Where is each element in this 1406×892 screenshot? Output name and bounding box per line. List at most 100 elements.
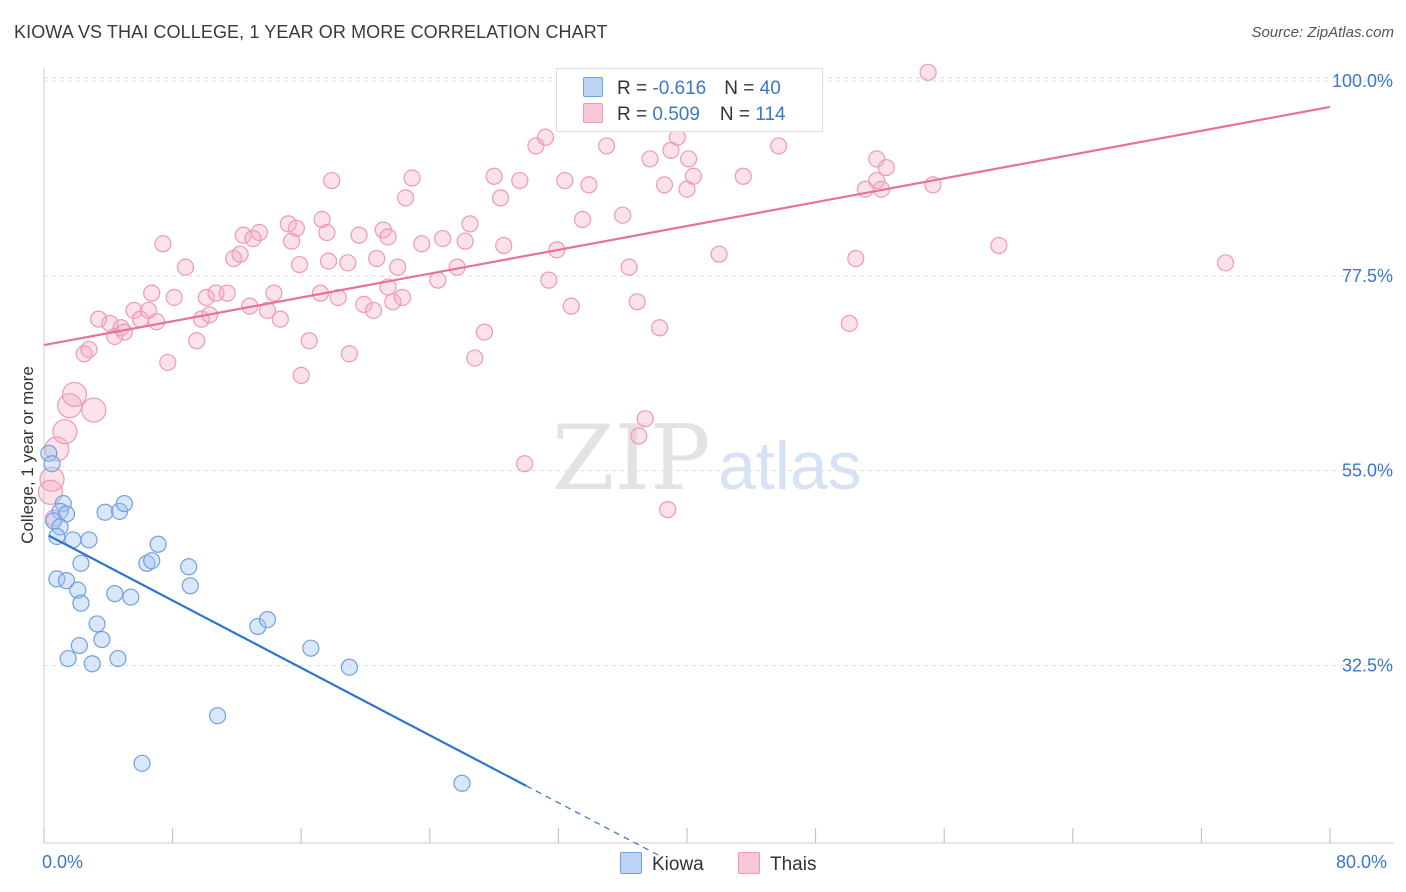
- thais-point: [165, 288, 183, 307]
- thais-point: [218, 284, 236, 302]
- kiowa-point: [340, 658, 359, 676]
- thais-point: [318, 223, 336, 242]
- thais-point: [292, 366, 310, 385]
- bottom-legend-thais: Thais: [738, 852, 816, 876]
- thais-point: [651, 319, 669, 337]
- legend-row-kiowa: R = -0.616 N = 40: [583, 77, 781, 100]
- correlation-legend: R = -0.616 N = 40 R = 0.509 N = 114: [556, 68, 823, 132]
- bottom-legend-kiowa: Kiowa: [620, 852, 704, 876]
- thais-point: [37, 479, 64, 505]
- thais-point: [101, 314, 119, 333]
- thais-point: [90, 310, 108, 328]
- thais-point: [734, 167, 752, 185]
- kiowa-legend-swatch: [620, 852, 642, 874]
- thais-point: [319, 252, 338, 270]
- thais-point: [350, 226, 368, 244]
- thais-point: [176, 258, 195, 276]
- thais-point: [1216, 254, 1235, 272]
- thais-point: [393, 288, 412, 307]
- thais-point: [573, 210, 592, 229]
- kiowa-trend-extension: [525, 785, 664, 859]
- y-axis-title: College, 1 year or more: [18, 366, 37, 544]
- kiowa-point: [302, 639, 320, 657]
- thais-point: [655, 176, 674, 194]
- thais-point: [231, 245, 249, 263]
- thais-point: [397, 189, 415, 207]
- kiowa-point: [59, 649, 77, 668]
- kiowa-point: [149, 535, 167, 553]
- thais-point: [329, 288, 347, 307]
- kiowa-point: [133, 754, 151, 772]
- y-tick-label-1: 55.0%: [1342, 461, 1393, 481]
- thais-point: [313, 210, 331, 229]
- thais-point: [389, 258, 407, 276]
- thais-point: [282, 232, 301, 250]
- axes: [43, 68, 1394, 844]
- thais-point: [495, 236, 513, 255]
- thais-point: [279, 215, 297, 233]
- thais-point: [466, 349, 484, 367]
- thais-point: [39, 466, 65, 492]
- kiowa-n-value: 40: [759, 78, 781, 99]
- thais-point: [868, 171, 886, 190]
- thais-point: [340, 345, 359, 363]
- thais-point: [680, 150, 698, 168]
- kiowa-point: [88, 615, 106, 633]
- kiowa-point: [51, 518, 69, 536]
- kiowa-point: [122, 588, 140, 606]
- kiowa-point: [115, 494, 133, 513]
- thais-point: [536, 128, 555, 146]
- thais-point: [355, 295, 373, 313]
- thais-point: [80, 340, 98, 359]
- thais-point: [630, 427, 648, 445]
- thais-point: [527, 137, 545, 155]
- thais-point: [143, 284, 161, 302]
- x-tick-label-max: 80.0%: [1336, 852, 1388, 872]
- kiowa-point: [106, 585, 124, 603]
- thais-r-value: 0.509: [652, 104, 700, 125]
- thais-point: [429, 271, 447, 289]
- thais-point: [770, 137, 788, 155]
- kiowa-point: [180, 558, 198, 576]
- thais-point: [364, 301, 383, 320]
- thais-legend-swatch: [738, 852, 760, 874]
- thais-point: [290, 255, 309, 274]
- thais-n-value: 114: [755, 104, 786, 125]
- kiowa-r-value: -0.616: [652, 78, 707, 99]
- thais-point: [556, 171, 574, 190]
- kiowa-trend-line: [48, 534, 527, 787]
- thais-point: [287, 219, 305, 237]
- thais-point: [620, 258, 638, 276]
- thais-swatch: [583, 103, 603, 123]
- kiowa-point: [143, 552, 161, 570]
- thais-point: [250, 223, 269, 242]
- legend-row-thais: R = 0.509 N = 114: [583, 103, 786, 126]
- thais-point: [258, 301, 277, 320]
- kiowa-r-label: R =: [617, 78, 653, 99]
- thais-point: [188, 332, 206, 350]
- thais-point: [540, 271, 558, 289]
- thais-point: [244, 229, 262, 248]
- kiowa-point: [209, 707, 227, 725]
- thais-point: [61, 381, 88, 408]
- thais-point: [52, 419, 78, 445]
- kiowa-point: [70, 636, 88, 655]
- thais-point: [434, 229, 452, 248]
- thais-point: [877, 158, 895, 177]
- thais-point: [662, 141, 680, 159]
- kiowa-point: [96, 503, 114, 521]
- thais-r-label: R =: [617, 104, 653, 125]
- thais-point: [456, 232, 474, 250]
- kiowa-point: [40, 444, 58, 462]
- y-tick-label-3: 100.0%: [1332, 71, 1393, 91]
- kiowa-point: [57, 572, 76, 590]
- thais-point: [323, 171, 341, 190]
- kiowa-point: [138, 554, 156, 572]
- kiowa-point: [72, 594, 90, 612]
- thais-point: [580, 176, 598, 194]
- thais-trend-line: [43, 105, 1331, 347]
- thais-point: [271, 310, 289, 328]
- thais-point: [159, 353, 177, 372]
- thais-point: [598, 137, 616, 155]
